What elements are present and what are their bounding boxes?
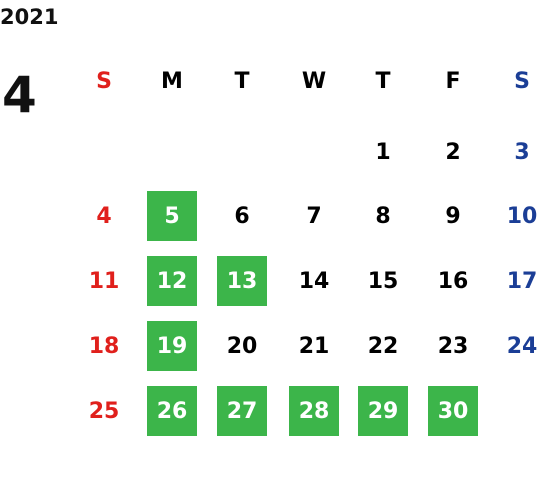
- weekday-label: M: [161, 68, 183, 94]
- highlighted-day: 30: [428, 386, 478, 436]
- day: 24: [506, 333, 538, 359]
- day: 16: [437, 268, 469, 294]
- weekday-label: S: [96, 68, 112, 94]
- month: 4: [2, 66, 37, 124]
- day: 8: [375, 203, 391, 229]
- highlighted-day: 28: [289, 386, 339, 436]
- day: 17: [506, 268, 538, 294]
- highlighted-day: 13: [217, 256, 267, 306]
- day: 25: [88, 398, 120, 424]
- day: 23: [437, 333, 469, 359]
- highlighted-day: 27: [217, 386, 267, 436]
- day: 4: [96, 203, 112, 229]
- weekday-label: W: [301, 68, 327, 94]
- day: 21: [298, 333, 330, 359]
- weekday-label: T: [375, 68, 391, 94]
- day: 15: [367, 268, 399, 294]
- day: 20: [226, 333, 258, 359]
- day: 18: [88, 333, 120, 359]
- day: 22: [367, 333, 399, 359]
- weekday-label: F: [445, 68, 461, 94]
- highlighted-day: 29: [358, 386, 408, 436]
- highlighted-day: 26: [147, 386, 197, 436]
- day: 10: [506, 203, 538, 229]
- highlighted-day: 19: [147, 321, 197, 371]
- day: 14: [298, 268, 330, 294]
- weekday-label: S: [514, 68, 530, 94]
- highlighted-day: 12: [147, 256, 197, 306]
- day: 11: [88, 268, 120, 294]
- day: 1: [375, 139, 391, 165]
- weekday-label: T: [234, 68, 250, 94]
- day: 3: [514, 139, 530, 165]
- year: 2021: [0, 5, 59, 29]
- day: 6: [234, 203, 250, 229]
- day: 9: [445, 203, 461, 229]
- day: 2: [445, 139, 461, 165]
- day: 7: [306, 203, 322, 229]
- highlighted-day: 5: [147, 191, 197, 241]
